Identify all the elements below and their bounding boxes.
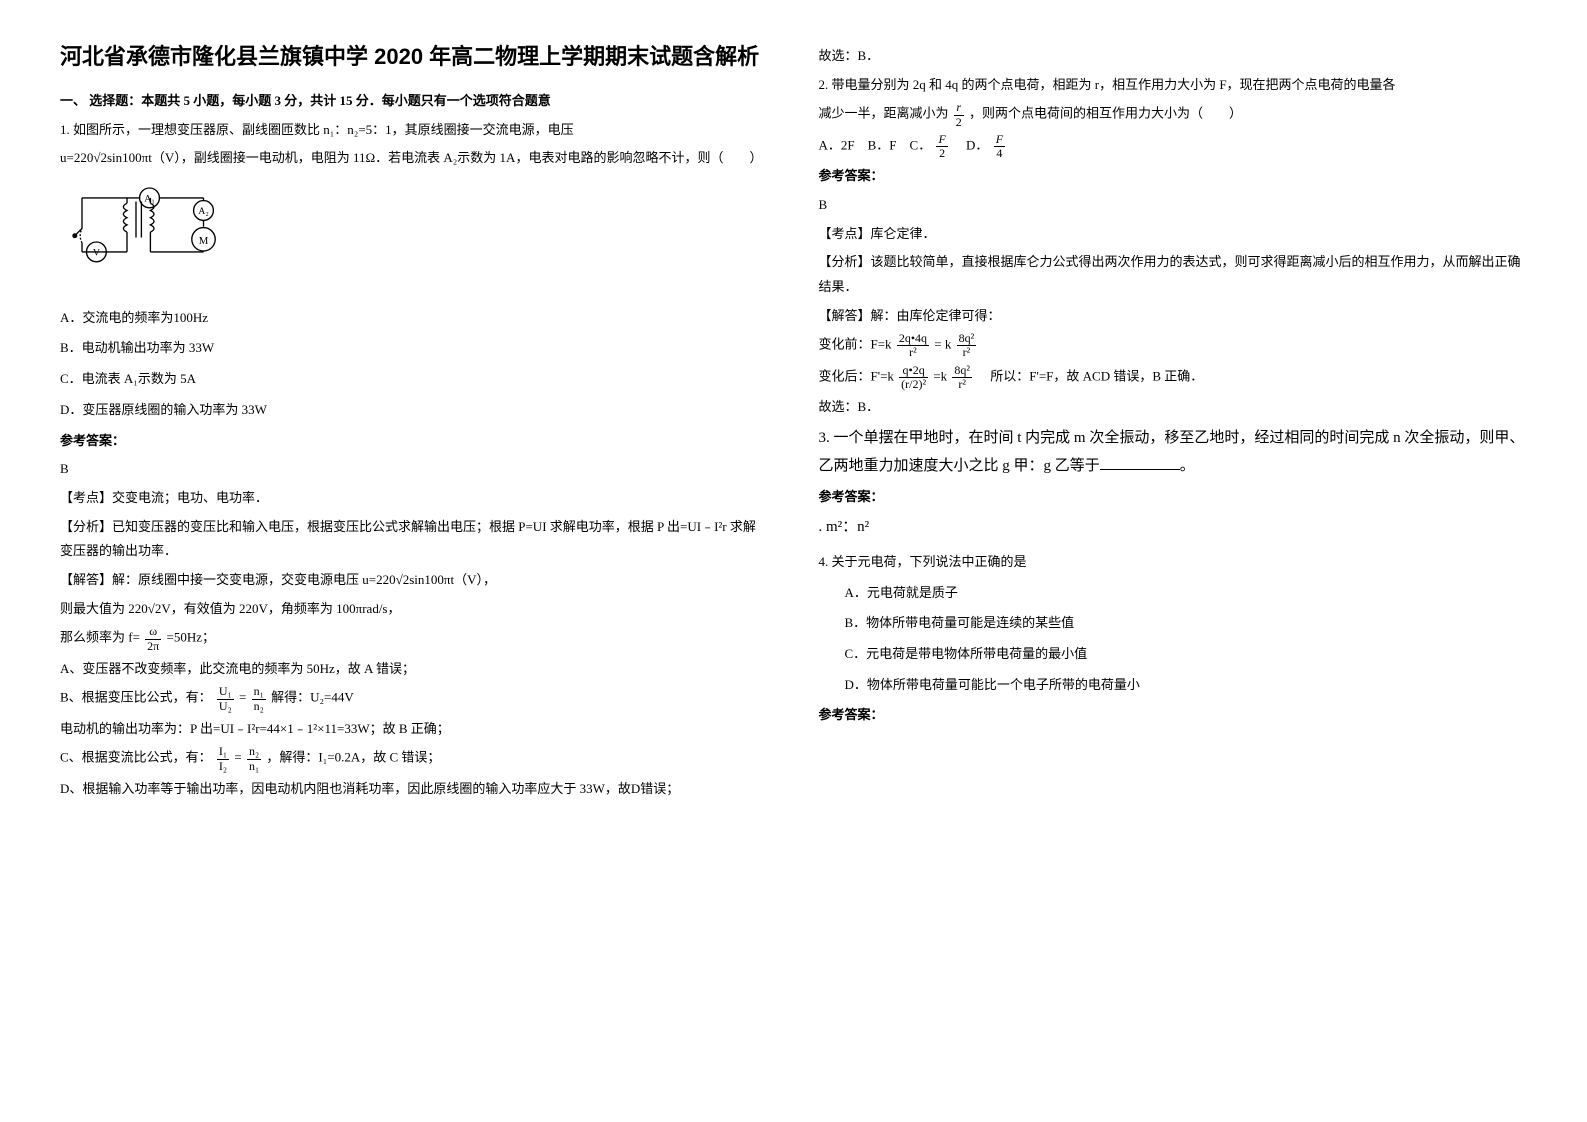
svg-text:A₂: A₂ [198,206,209,217]
q2-stem2: 减少一半，距离减小为 r 2 ，则两个点电荷间的相互作用力大小为（ ） [819,101,1528,128]
q1-stem-line2: u=220√2sin100πt（V），副线圈接一电动机，电阻为 11Ω．若电流表… [60,146,769,171]
q2-options: A．2F B．F C． F 2 D． F 4 [819,133,1528,160]
frac-n: n₁ n₂ [252,685,266,712]
q1-kaodian: 【考点】交变电流；电功、电功率． [60,486,769,511]
q1-jieda1: 【解答】解：原线圈中接一交变电源，交变电源电压 u=220√2sin100πt（… [60,568,769,593]
q1-jiedaB-pre: B、根据变压比公式，有： [60,690,212,705]
q2-before-post: k [945,337,952,352]
q2-jieda-head: 【解答】解：由库伦定律可得： [819,304,1528,329]
q2-kaodian: 【考点】库仑定律． [819,222,1528,247]
q3-stem: 3. 一个单摆在甲地时，在时间 t 内完成 m 次全振动，移至乙地时，经过相同的… [819,424,1528,481]
q2-before-pre: 变化前：F=k [819,337,892,352]
q2-answer: B [819,193,1528,218]
q1-option-b: B．电动机输出功率为 33W [60,336,769,361]
q2-answer-label: 参考答案： [819,164,1528,189]
q2-before: 变化前：F=k 2q•4q r² = k 8q² r² [819,332,1528,359]
section-1-head: 一、 选择题：本题共 5 小题，每小题 3 分，共计 15 分．每小题只有一个选… [60,89,769,114]
q3-answer-label: 参考答案： [819,485,1528,510]
q4-option-b: B．物体所带电荷量可能是连续的某些值 [819,611,1528,636]
svg-text:V: V [93,248,101,259]
q1-jieda3-pre: 那么频率为 f= [60,630,140,645]
q1-stem-line1: 1. 如图所示，一理想变压器原、副线圈匝数比 n₁：n₂=5：1，其原线圈接一交… [60,118,769,143]
q2-fenxi: 【分析】该题比较简单，直接根据库仑力公式得出两次作用力的表达式，则可求得距离减小… [819,250,1528,299]
q2-after-pre: 变化后：F'=k [819,368,894,383]
transformer-circuit-diagram: A₁ V A₂ [64,183,244,283]
q2-after-mid: =k [933,368,947,383]
frac-F-2: F 2 [936,133,947,160]
q4-stem: 4. 关于元电荷，下列说法中正确的是 [819,550,1528,575]
q4-option-c: C．元电荷是带电物体所带电荷量的最小值 [819,642,1528,667]
q2-pick: 故选：B． [819,395,1528,420]
q1-jiedaC-post: ，解得：I₁=0.2A，故 C 错误； [266,750,440,765]
frac-after-1: q•2q (r/2)² [899,364,928,391]
q2-opt-mid: D． [953,137,988,152]
q1-jieda-b: B、根据变压比公式，有： U₁ U₂ = n₁ n₂ 解得：U₂=44V [60,685,769,712]
q1-pick: 故选：B． [819,44,1528,69]
q1-jieda2: 则最大值为 220√2V，有效值为 220V，角频率为 100πrad/s， [60,597,769,622]
q2-after: 变化后：F'=k q•2q (r/2)² =k 8q² r² 所以：F'=F，故… [819,364,1528,391]
q4-option-d: D．物体所带电荷量可能比一个电子所带的电荷量小 [819,673,1528,698]
q1-option-d: D．变压器原线圈的输入功率为 33W [60,398,769,423]
right-column: 故选：B． 2. 带电量分别为 2q 和 4q 的两个点电荷，相距为 r，相互作… [819,40,1528,806]
q1-jieda-d: D、根据输入功率等于输出功率，因电动机内阻也消耗功率，因此原线圈的输入功率应大于… [60,777,769,802]
frac-F-4: F 4 [994,133,1005,160]
q2-stem2-pre: 减少一半，距离减小为 [819,106,949,121]
q1-jieda-a: A、变压器不改变频率，此交流电的频率为 50Hz，故 A 错误； [60,657,769,682]
q1-jieda-c: C、根据变流比公式，有： I₁ I₂ = n₂ n₁ ，解得：I₁=0.2A，故… [60,745,769,772]
frac-r-2: r 2 [954,101,964,128]
q1-jieda3-post: =50Hz； [166,630,215,645]
q1-jiedaB-post: 解得：U₂=44V [271,690,354,705]
q4-option-a: A．元电荷就是质子 [819,581,1528,606]
q3-blank [1100,455,1180,470]
frac-before-2: 8q² r² [957,332,977,359]
q2-opt-pre: A．2F B．F C． [819,137,932,152]
frac-U: U₁ U₂ [217,685,234,712]
left-column: 河北省承德市隆化县兰旗镇中学 2020 年高二物理上学期期末试题含解析 一、 选… [60,40,769,806]
frac-before-1: 2q•4q r² [897,332,929,359]
frac-omega-2pi: ω 2π [145,625,161,652]
q1-option-a: A．交流电的频率为100Hz [60,306,769,331]
svg-text:A₁: A₁ [144,194,155,205]
q1-answer: B [60,457,769,482]
q1-jiedaC-pre: C、根据变流比公式，有： [60,750,212,765]
q1-jieda3: 那么频率为 f= ω 2π =50Hz； [60,625,769,652]
page-container: 河北省承德市隆化县兰旗镇中学 2020 年高二物理上学期期末试题含解析 一、 选… [60,40,1527,806]
document-title: 河北省承德市隆化县兰旗镇中学 2020 年高二物理上学期期末试题含解析 [60,40,769,73]
q1-fenxi: 【分析】已知变压器的变压比和输入电压，根据变压比公式求解输出电压；根据 P=UI… [60,515,769,564]
q2-before-mid: = [934,337,941,352]
q4-answer-label: 参考答案： [819,703,1528,728]
frac-n-rev: n₂ n₁ [247,745,261,772]
q2-stem1: 2. 带电量分别为 2q 和 4q 的两个点电荷，相距为 r，相互作用力大小为 … [819,73,1528,98]
frac-after-2: 8q² r² [952,364,972,391]
q1-option-c: C．电流表 A₁示数为 5A [60,367,769,392]
q2-stem2-post: ，则两个点电荷间的相互作用力大小为（ ） [969,106,1242,121]
q1-answer-label: 参考答案： [60,429,769,454]
q1-jieda-b2: 电动机的输出功率为：P 出=UI﹣I²r=44×1﹣1²×11=33W；故 B … [60,717,769,742]
q2-after-post: 所以：F'=F，故 ACD 错误，B 正确． [977,368,1203,383]
svg-text:M: M [199,235,209,247]
frac-I: I₁ I₂ [217,745,229,772]
q3-answer: . m²：n² [819,513,1528,542]
